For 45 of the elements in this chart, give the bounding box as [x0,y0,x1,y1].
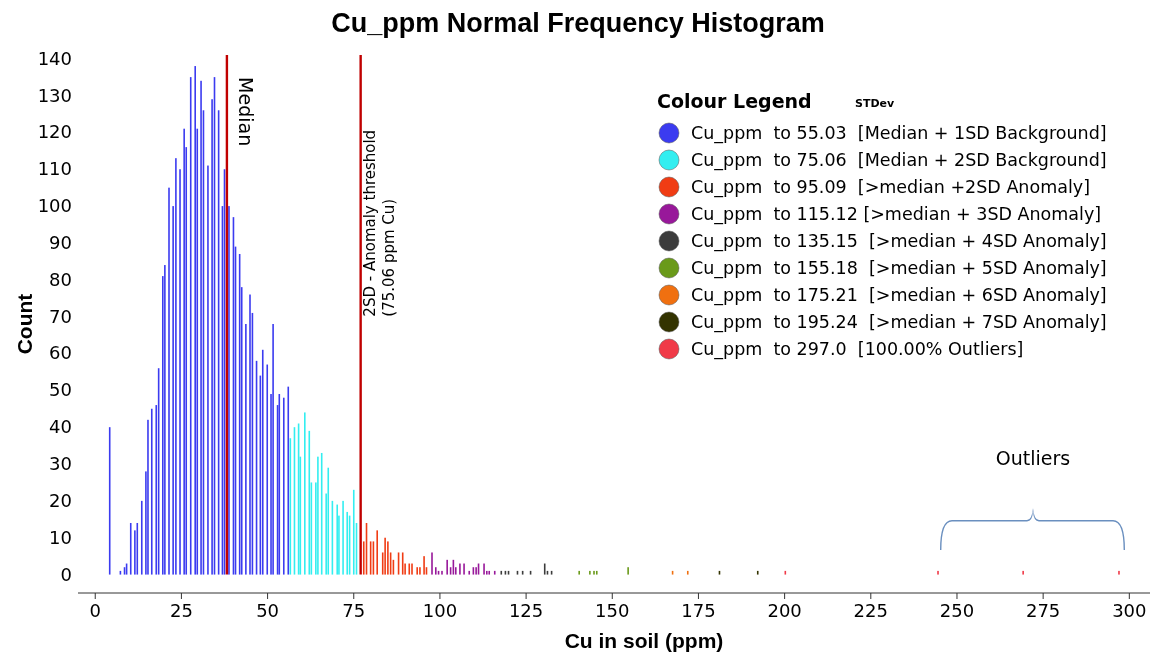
y-axis-title: Count [13,293,36,355]
legend-label: Cu_ppm to 195.24 [>median + 7SD Anomaly] [691,312,1107,333]
y-tick-label: 40 [49,416,72,438]
y-tick-label: 50 [49,379,72,401]
annotation: Outliers [995,447,1071,469]
y-tick-label: 30 [49,453,72,475]
legend-label: Cu_ppm to 95.09 [>median +2SD Anomaly] [691,177,1090,198]
y-tick-label: 70 [49,305,72,327]
y-tick-label: 90 [49,231,72,253]
x-tick-label: 200 [767,600,802,621]
y-tick-label: 100 [37,195,72,217]
y-tick-label: 80 [49,268,72,290]
x-tick-label: 250 [939,600,975,621]
legend-label: Cu_ppm to 115.12 [>median + 3SD Anomaly] [691,204,1102,225]
x-tick-label: 150 [595,600,630,621]
y-tick-label: 0 [60,563,72,585]
y-tick-label: 140 [37,47,72,69]
x-tick-label: 0 [89,600,101,621]
x-tick-label: 175 [681,600,716,621]
x-tick-label: 275 [1025,600,1061,621]
chart-title: Cu_ppm Normal Frequency Histogram [331,8,825,38]
x-tick-label: 125 [508,600,544,621]
y-tick-label: 60 [49,342,72,364]
legend-label: Cu_ppm to 55.03 [Median + 1SD Background] [691,123,1107,144]
annotation: STDev [855,97,896,110]
legend-label: Cu_ppm to 135.15 [>median + 4SD Anomaly] [691,231,1107,252]
legend-label: Cu_ppm to 175.21 [>median + 6SD Anomaly] [691,285,1107,306]
y-tick-label: 120 [37,121,72,143]
y-tick-label: 110 [37,158,72,180]
ref-line-label: Median [234,77,257,147]
legend-title: Colour Legend [657,90,812,112]
x-tick-label: 75 [342,600,366,621]
legend-label: Cu_ppm to 155.18 [>median + 5SD Anomaly] [691,258,1107,279]
legend-label: Cu_ppm to 75.06 [Median + 2SD Background] [691,150,1107,171]
x-tick-label: 25 [169,600,193,621]
x-tick-label: 100 [422,600,458,621]
x-tick-label: 50 [256,600,280,621]
x-axis-title: Cu in soil (ppm) [564,629,724,652]
y-tick-label: 10 [49,526,72,548]
y-tick-label: 130 [37,84,72,106]
x-tick-label: 300 [1112,600,1147,621]
legend-label: Cu_ppm to 297.0 [100.00% Outliers] [691,339,1024,360]
y-tick-label: 20 [49,489,72,511]
ref-line-label: 2SD - Anomaly threshold (75.06 ppm Cu) [360,129,398,317]
x-tick-label: 225 [853,600,888,621]
